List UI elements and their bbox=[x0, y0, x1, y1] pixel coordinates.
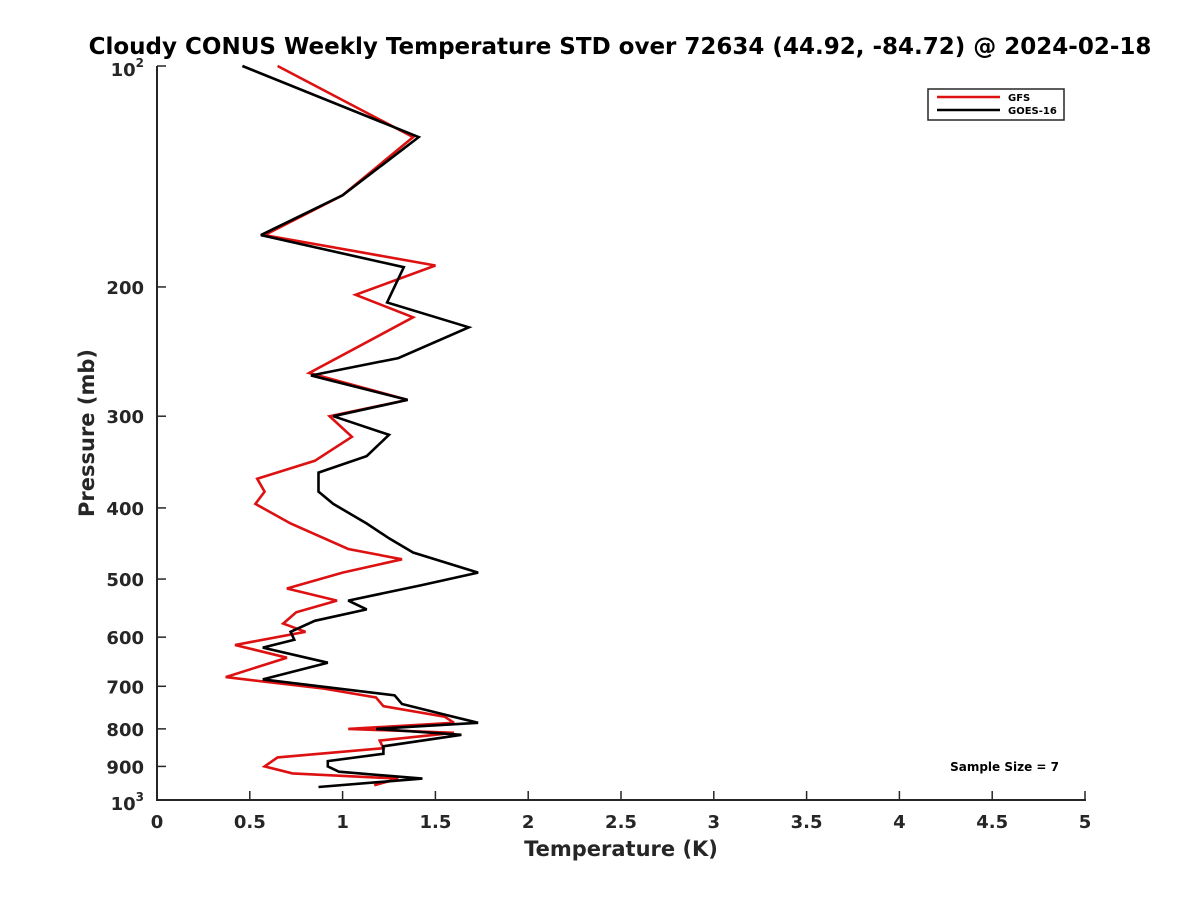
y-tick-label: 700 bbox=[106, 677, 144, 698]
sample-size-annotation: Sample Size = 7 bbox=[950, 760, 1059, 774]
y-tick-label: 400 bbox=[106, 499, 144, 520]
x-ticks: 0 0.5 1 1.5 2 2.5 3 3.5 4 4.5 5 bbox=[151, 791, 1092, 833]
y-tick-label: 200 bbox=[106, 278, 144, 299]
x-tick-label: 0 bbox=[151, 812, 164, 833]
y-ticks: 102 200 300 400 500 600 700 800 900 103 bbox=[106, 56, 166, 815]
x-tick-label: 5 bbox=[1079, 812, 1092, 833]
x-tick-label: 2 bbox=[522, 812, 535, 833]
x-tick-label: 3.5 bbox=[791, 812, 823, 833]
series-line-gfs bbox=[225, 64, 455, 787]
axes bbox=[156, 66, 1086, 801]
x-tick-label: 0.5 bbox=[234, 812, 266, 833]
y-tick-label: 800 bbox=[106, 720, 144, 741]
x-tick-label: 1.5 bbox=[419, 812, 451, 833]
y-tick-label: 300 bbox=[106, 407, 144, 428]
chart-title: Cloudy CONUS Weekly Temperature STD over… bbox=[89, 34, 1152, 60]
y-tick-label: 900 bbox=[106, 757, 144, 778]
legend-label-goes16: GOES-16 bbox=[1008, 106, 1057, 117]
x-tick-label: 2.5 bbox=[605, 812, 637, 833]
legend: GFS GOES-16 bbox=[927, 88, 1065, 121]
plot-lines bbox=[225, 64, 479, 789]
x-axis-label: Temperature (K) bbox=[524, 837, 718, 861]
x-tick-label: 3 bbox=[708, 812, 721, 833]
x-tick-label: 4 bbox=[893, 812, 906, 833]
x-tick-label: 1 bbox=[336, 812, 349, 833]
y-tick-label: 500 bbox=[106, 570, 144, 591]
y-tick-label: 103 bbox=[111, 790, 144, 815]
y-tick-label: 600 bbox=[106, 628, 144, 649]
series-line-goes16 bbox=[241, 64, 479, 789]
legend-label-gfs: GFS bbox=[1008, 93, 1030, 104]
x-tick-label: 4.5 bbox=[976, 812, 1008, 833]
legend-box bbox=[927, 88, 1065, 121]
y-axis-label: Pressure (mb) bbox=[75, 349, 99, 517]
y-tick-label: 102 bbox=[111, 56, 144, 81]
